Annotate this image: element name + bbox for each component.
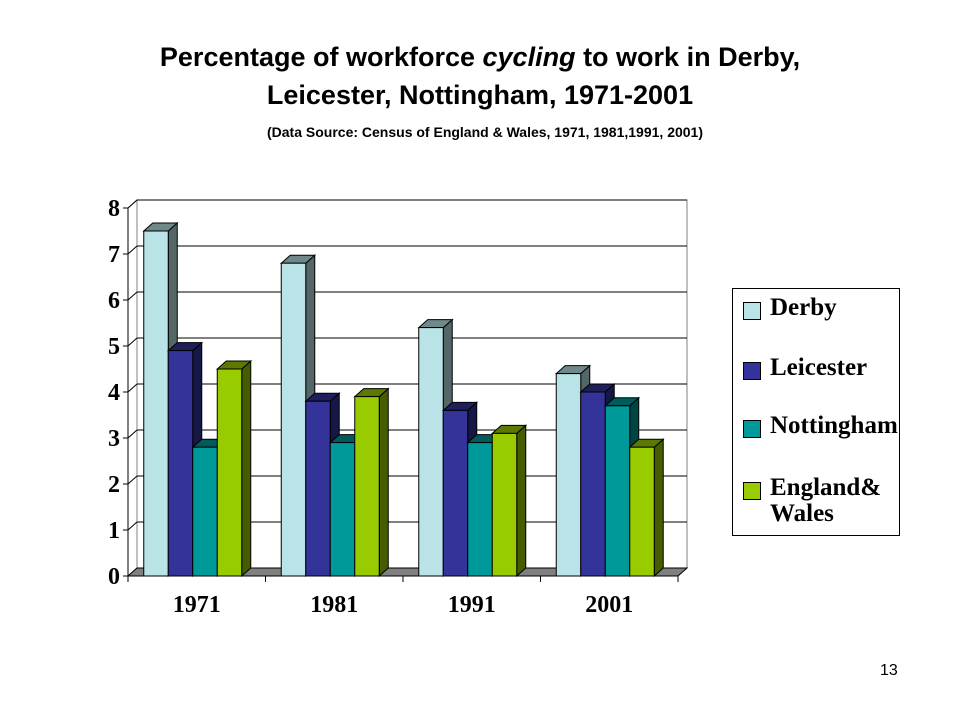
gridline-side <box>127 199 138 209</box>
y-tick-label: 0 <box>108 564 120 590</box>
bar-front <box>354 396 380 577</box>
bar-side <box>378 387 389 578</box>
title-text-part2: to work in Derby, <box>575 42 801 72</box>
bar-front <box>192 446 218 577</box>
chart-title-line1: Percentage of workforce cycling to work … <box>0 38 960 76</box>
y-tick-label: 1 <box>108 518 120 544</box>
legend-item-derby: Derby <box>743 295 910 321</box>
y-tick-label: 2 <box>108 472 120 498</box>
legend-swatch <box>743 482 761 500</box>
x-tick-label: 1981 <box>310 592 358 618</box>
chart-subtitle: (Data Source: Census of England & Wales,… <box>267 124 703 140</box>
legend-label: Derby <box>770 294 837 321</box>
gridline-side <box>127 291 138 301</box>
bar-front <box>491 432 518 577</box>
y-tick-label: 8 <box>108 196 120 222</box>
bar-side <box>241 359 252 578</box>
legend-swatch <box>743 362 761 380</box>
bar-england-wales-1981 <box>353 387 390 578</box>
bar-front <box>167 350 194 577</box>
bar-front <box>555 373 582 577</box>
bar-front <box>467 442 493 577</box>
legend-swatch <box>743 302 761 320</box>
bar-side <box>516 424 527 578</box>
y-tick-label: 3 <box>108 426 120 452</box>
legend-label: Leicester <box>770 354 868 381</box>
chart-title-line2: Leicester, Nottingham, 1971-2001 <box>266 80 694 110</box>
y-tick-label: 6 <box>108 288 120 314</box>
legend-item-england-wales: England& Wales <box>743 475 910 527</box>
gridline-side <box>127 475 138 485</box>
chart-title: Percentage of workforce cycling to work … <box>0 38 960 114</box>
legend-item-nottingham: Nottingham <box>743 413 910 439</box>
bar-england-wales-1971 <box>215 359 253 578</box>
bar-front <box>604 405 631 577</box>
legend-label: Nottingham <box>770 412 898 439</box>
bar-front <box>216 368 243 577</box>
chart-legend: Derby Leicester Nottingham England& Wales <box>732 288 900 536</box>
bar-england-wales-1991 <box>490 424 528 578</box>
x-tick-label: 1971 <box>173 592 221 618</box>
legend-item-leicester: Leicester <box>743 355 910 381</box>
page-number: 13 <box>880 662 898 679</box>
y-tick-label: 5 <box>108 334 120 360</box>
bar-front <box>329 442 356 577</box>
bar-front <box>143 230 169 577</box>
gridline-side <box>127 429 138 439</box>
bar-front <box>580 391 606 577</box>
gridline-side <box>127 337 138 347</box>
bar-front <box>305 400 331 577</box>
y-tick-label: 4 <box>108 380 120 406</box>
bar-front <box>442 409 469 577</box>
gridline-side <box>127 383 138 393</box>
x-tick-label: 2001 <box>585 592 633 618</box>
title-text-emphasis: cycling <box>482 42 576 72</box>
bar-front <box>418 327 444 577</box>
legend-swatch <box>743 420 761 438</box>
legend-label: England& Wales <box>770 474 882 527</box>
gridline-side <box>127 521 138 531</box>
x-tick-label: 1991 <box>448 592 496 618</box>
y-tick-label: 7 <box>108 242 120 268</box>
bar-front <box>280 262 307 577</box>
title-text-part1: Percentage of workforce <box>159 42 483 72</box>
gridline-side <box>127 245 138 255</box>
bar-england-wales-2001 <box>628 438 665 578</box>
bar-front <box>629 446 655 577</box>
bar-side <box>653 438 664 578</box>
